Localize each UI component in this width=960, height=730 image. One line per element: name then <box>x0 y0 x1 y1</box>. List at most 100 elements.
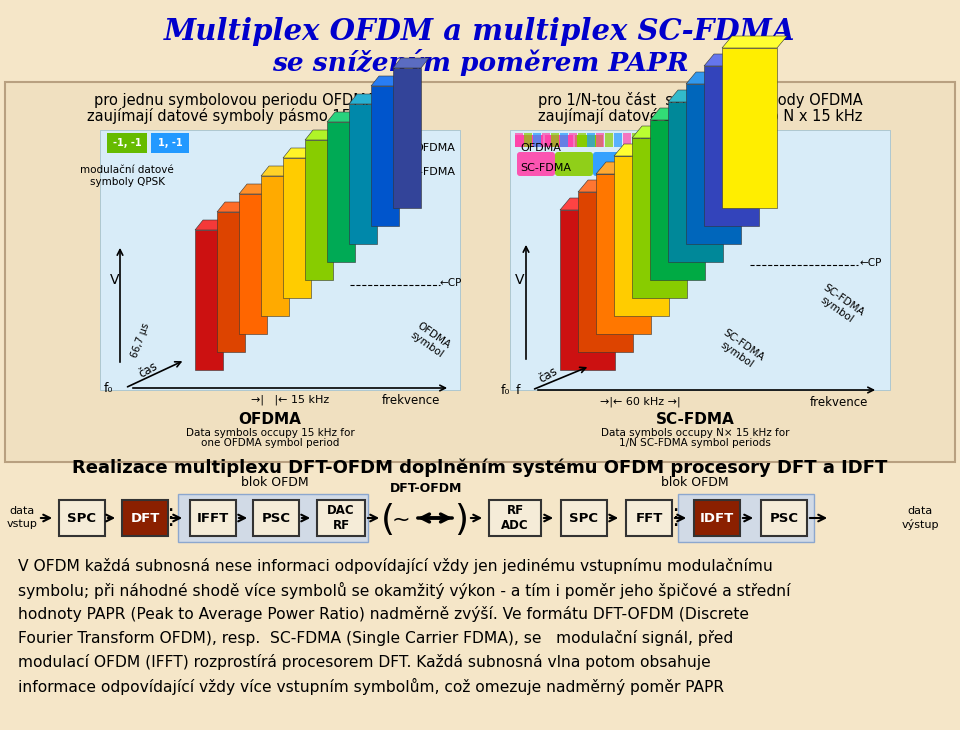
FancyBboxPatch shape <box>107 133 147 153</box>
Polygon shape <box>560 198 625 210</box>
Text: IFFT: IFFT <box>197 512 229 524</box>
Text: 1, -1: 1, -1 <box>157 138 182 148</box>
FancyBboxPatch shape <box>596 133 604 147</box>
Text: PSC: PSC <box>770 512 799 524</box>
FancyBboxPatch shape <box>694 500 740 536</box>
FancyBboxPatch shape <box>623 133 631 147</box>
FancyBboxPatch shape <box>524 133 532 147</box>
Polygon shape <box>261 166 297 176</box>
Polygon shape <box>393 68 421 208</box>
Polygon shape <box>371 76 407 86</box>
Text: SPC: SPC <box>569 512 598 524</box>
FancyBboxPatch shape <box>632 133 640 147</box>
Polygon shape <box>283 158 311 298</box>
FancyBboxPatch shape <box>761 500 807 536</box>
Text: 1/N SC-FDMA symbol periods: 1/N SC-FDMA symbol periods <box>619 438 771 448</box>
Text: OFDMA
symbol: OFDMA symbol <box>408 320 452 360</box>
Polygon shape <box>632 126 697 138</box>
Polygon shape <box>349 94 385 104</box>
FancyBboxPatch shape <box>650 133 658 147</box>
Text: frekvence: frekvence <box>809 396 868 409</box>
FancyBboxPatch shape <box>517 152 555 176</box>
Polygon shape <box>283 148 319 158</box>
Text: DFT-OFDM: DFT-OFDM <box>390 482 462 494</box>
Text: pro 1/N-tou část  symbolové periody OFDMA: pro 1/N-tou část symbolové periody OFDMA <box>538 92 862 108</box>
FancyBboxPatch shape <box>59 500 105 536</box>
Polygon shape <box>596 174 651 334</box>
Text: čas: čas <box>136 359 159 380</box>
FancyBboxPatch shape <box>605 133 613 147</box>
FancyBboxPatch shape <box>253 500 299 536</box>
Text: informace odpovídající vždy více vstupním symbolům, což omezuje nadměrný poměr P: informace odpovídající vždy více vstupní… <box>18 677 724 694</box>
Text: f₀: f₀ <box>104 382 112 394</box>
Polygon shape <box>686 84 741 244</box>
Text: frekvence: frekvence <box>382 393 440 407</box>
Text: se sníženým poměrem PAPR: se sníženým poměrem PAPR <box>272 48 688 75</box>
Text: Data symbols occupy N× 15 kHz for: Data symbols occupy N× 15 kHz for <box>601 428 789 438</box>
Text: DAC
RF: DAC RF <box>327 504 355 532</box>
FancyBboxPatch shape <box>555 152 593 176</box>
Text: výstup: výstup <box>901 518 939 529</box>
FancyBboxPatch shape <box>569 133 577 147</box>
Text: →|   |← 15 kHz: →| |← 15 kHz <box>251 395 329 405</box>
FancyBboxPatch shape <box>515 135 543 147</box>
FancyBboxPatch shape <box>561 500 607 536</box>
Polygon shape <box>596 162 661 174</box>
FancyBboxPatch shape <box>533 133 541 147</box>
Text: SC-FDMA: SC-FDMA <box>520 163 571 173</box>
Text: ⋮: ⋮ <box>664 508 686 528</box>
Text: zaujímají datové symboly pásmo 15 kHz: zaujímají datové symboly pásmo 15 kHz <box>87 108 383 124</box>
Text: ⋮: ⋮ <box>158 508 181 528</box>
Text: symbolu; při náhodné shodě více symbolů se okamžitý výkon - a tím i poměr jeho š: symbolu; při náhodné shodě více symbolů … <box>18 582 790 599</box>
Text: pro jednu symbolovou periodu OFDMA: pro jednu symbolovou periodu OFDMA <box>94 93 376 107</box>
Polygon shape <box>393 58 429 68</box>
FancyBboxPatch shape <box>489 500 541 536</box>
Polygon shape <box>704 66 759 226</box>
Text: DFT: DFT <box>131 512 159 524</box>
Polygon shape <box>560 210 615 370</box>
Text: ←CP: ←CP <box>440 278 463 288</box>
FancyBboxPatch shape <box>560 133 568 147</box>
Text: ): ) <box>454 503 468 537</box>
Text: FFT: FFT <box>636 512 662 524</box>
FancyBboxPatch shape <box>626 500 672 536</box>
Text: zaujímají datové symboly pásmo N x 15 kHz: zaujímají datové symboly pásmo N x 15 kH… <box>538 108 862 124</box>
FancyBboxPatch shape <box>100 130 460 390</box>
FancyBboxPatch shape <box>122 500 168 536</box>
Text: (: ( <box>381 503 396 537</box>
Polygon shape <box>217 212 245 352</box>
FancyBboxPatch shape <box>317 500 365 536</box>
Text: IDFT: IDFT <box>700 512 734 524</box>
Polygon shape <box>614 144 679 156</box>
Text: data: data <box>10 506 35 516</box>
Polygon shape <box>239 194 267 334</box>
Polygon shape <box>668 102 723 262</box>
FancyBboxPatch shape <box>678 494 814 542</box>
Text: ←CP: ←CP <box>859 258 881 268</box>
Polygon shape <box>305 130 341 140</box>
Text: SC-FDMA
symbol: SC-FDMA symbol <box>814 283 866 328</box>
FancyBboxPatch shape <box>578 133 586 147</box>
Polygon shape <box>704 54 769 66</box>
Polygon shape <box>578 192 633 352</box>
Polygon shape <box>327 112 363 122</box>
Text: data: data <box>907 506 932 516</box>
Text: f⁣: f⁣ <box>516 383 520 396</box>
FancyBboxPatch shape <box>5 82 955 462</box>
Text: →|← 60 kHz →|: →|← 60 kHz →| <box>600 396 681 407</box>
Text: Fourier Transform OFDM), resp.  SC-FDMA (Single Carrier FDMA), se   modulační si: Fourier Transform OFDM), resp. SC-FDMA (… <box>18 630 733 646</box>
Text: Multiplex OFDM a multiplex SC-FDMA: Multiplex OFDM a multiplex SC-FDMA <box>164 18 796 47</box>
Polygon shape <box>239 184 275 194</box>
Text: vstup: vstup <box>7 519 37 529</box>
Polygon shape <box>632 138 687 298</box>
Text: SC-FDMA
symbol: SC-FDMA symbol <box>714 328 766 372</box>
FancyBboxPatch shape <box>542 133 550 147</box>
Text: one OFDMA symbol period: one OFDMA symbol period <box>201 438 339 448</box>
FancyBboxPatch shape <box>515 133 523 147</box>
Text: SC-FDMA: SC-FDMA <box>656 412 734 428</box>
FancyBboxPatch shape <box>190 500 236 536</box>
Polygon shape <box>305 140 333 280</box>
Polygon shape <box>686 72 751 84</box>
Text: OFDMA: OFDMA <box>414 143 455 153</box>
Polygon shape <box>650 108 715 120</box>
